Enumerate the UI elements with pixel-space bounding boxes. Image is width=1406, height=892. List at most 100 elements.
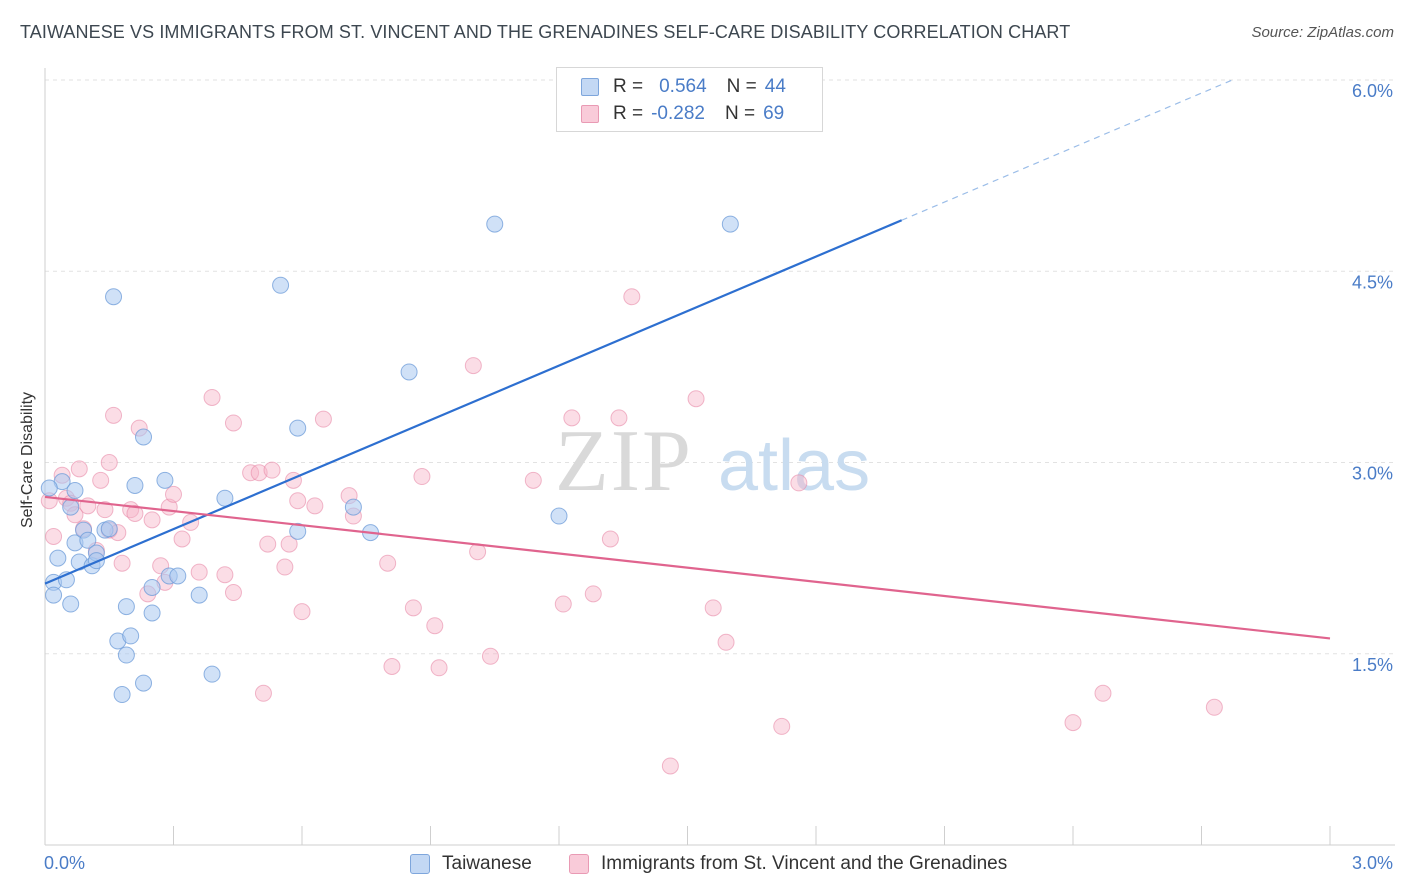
immigrants-point (383, 658, 401, 675)
immigrants-point (276, 558, 294, 576)
source-label: Source: ZipAtlas.com (1251, 24, 1394, 41)
immigrants-point (259, 535, 277, 553)
legend-swatch-blue (581, 78, 599, 96)
axes (44, 68, 1395, 846)
taiwanese-point (143, 604, 161, 622)
taiwanese-point (169, 567, 187, 585)
taiwanese-point (62, 498, 80, 516)
y-tick-label: 3.0% (1352, 464, 1393, 484)
taiwanese-point (272, 276, 290, 294)
taiwanese-point (45, 586, 63, 604)
immigrants-point (113, 554, 131, 572)
taiwanese-point (203, 665, 221, 683)
taiwanese-point (135, 674, 153, 692)
trend-lines (44, 79, 1331, 640)
taiwanese-point (117, 598, 135, 616)
taiwanese-point (156, 471, 174, 489)
taiwanese-trend-line (44, 219, 903, 585)
immigrants-point (623, 288, 641, 306)
watermark: ZIP atlas (555, 413, 870, 510)
immigrants-point (404, 599, 422, 617)
bottom-legend-label-immigrants: Immigrants from St. Vincent and the Gren… (601, 853, 1008, 874)
bottom-legend-swatch-blue (410, 854, 430, 874)
immigrants-point (224, 584, 242, 602)
chart-title: TAIWANESE VS IMMIGRANTS FROM ST. VINCENT… (20, 22, 1071, 42)
taiwanese-point (135, 428, 153, 446)
y-axis-label: Self-Care Disability (19, 391, 36, 529)
immigrants-point (165, 485, 182, 503)
legend-r-label: R = (613, 103, 644, 124)
bottom-legend-immigrants: Immigrants from St. Vincent and the Gren… (569, 852, 1007, 876)
immigrants-point (126, 505, 144, 522)
immigrants-point (105, 406, 123, 424)
immigrants-point (280, 535, 298, 553)
taiwanese-point (126, 476, 144, 494)
immigrants-point (601, 530, 619, 548)
taiwanese-point (113, 686, 131, 704)
taiwanese-point (400, 363, 418, 381)
legend-n-label: N = (726, 76, 757, 97)
legend: R = 0.564 N = 44 R = -0.282 N = 69 (556, 67, 823, 132)
taiwanese-point (143, 578, 161, 596)
immigrants-point (661, 757, 679, 775)
taiwanese-point (289, 522, 307, 540)
taiwanese-point (486, 215, 504, 233)
immigrants-point (203, 388, 221, 406)
immigrants-point (190, 563, 208, 581)
bottom-legend-label-taiwanese: Taiwanese (442, 853, 532, 874)
immigrants-point (92, 471, 110, 489)
watermark-atlas: atlas (718, 426, 870, 506)
immigrants-point (1094, 684, 1112, 702)
immigrants-point (173, 530, 191, 548)
immigrants-point (306, 497, 324, 515)
taiwanese-point (344, 498, 362, 516)
taiwanese-point (40, 479, 58, 497)
taiwanese-series (40, 215, 739, 704)
immigrants-point (563, 409, 581, 427)
x-tick-label: 3.0% (1352, 853, 1393, 873)
immigrants-point (70, 460, 88, 478)
immigrants-point (216, 566, 234, 584)
taiwanese-point (190, 586, 208, 604)
immigrants-point (314, 410, 332, 428)
taiwanese-point (62, 595, 80, 613)
immigrants-point (704, 599, 722, 617)
immigrants-trend-line (44, 495, 1331, 640)
immigrants-point (254, 684, 272, 702)
taiwanese-point (289, 419, 307, 437)
taiwanese-point (721, 215, 739, 233)
taiwanese-point (79, 531, 97, 549)
taiwanese-point (105, 288, 123, 306)
bottom-legend-taiwanese: Taiwanese (410, 852, 532, 876)
immigrants-point (413, 468, 431, 486)
immigrants-point (224, 414, 242, 432)
legend-n-value: 44 (764, 76, 786, 97)
immigrants-point (430, 659, 448, 677)
legend-swatch-pink (581, 105, 599, 123)
immigrants-point (289, 492, 307, 510)
legend-n-label: N = (724, 103, 756, 124)
immigrants-point (1205, 698, 1223, 716)
legend-r-value: 0.564 (659, 76, 707, 97)
legend-r-label: R = (613, 76, 644, 97)
immigrants-point (610, 409, 628, 427)
x-tick-label: 0.0% (44, 853, 85, 873)
taiwanese-trend-extension (901, 79, 1232, 221)
immigrants-point (96, 501, 114, 519)
grid-lines (45, 79, 1395, 655)
immigrants-point (100, 454, 118, 471)
watermark-zip: ZIP (555, 413, 693, 510)
immigrants-point (379, 554, 397, 572)
immigrants-point (554, 595, 572, 613)
legend-n-value: 69 (763, 103, 785, 124)
immigrants-point (790, 474, 808, 492)
immigrants-point (524, 471, 542, 489)
immigrants-series (40, 288, 1223, 775)
immigrants-point (45, 527, 63, 545)
bottom-legend-swatch-pink (569, 854, 589, 874)
taiwanese-point (66, 482, 84, 500)
y-tick-label: 6.0% (1352, 81, 1393, 101)
y-tick-label: 4.5% (1352, 272, 1393, 292)
immigrants-point (584, 585, 602, 603)
